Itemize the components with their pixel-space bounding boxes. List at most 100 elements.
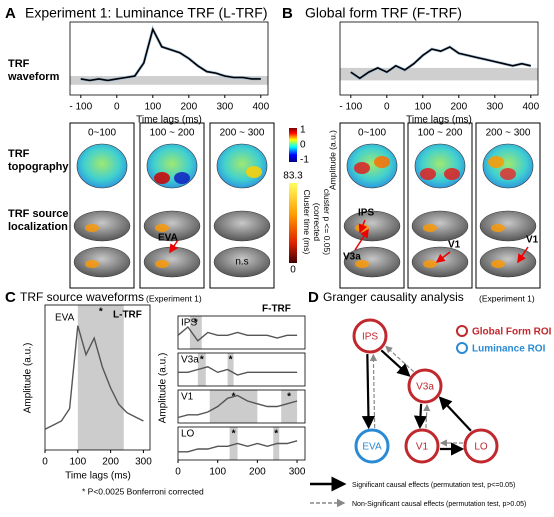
label: (Experiment 1) xyxy=(146,293,202,303)
label: - 100 xyxy=(69,102,92,113)
scalp-blob xyxy=(420,168,436,180)
label: V1 xyxy=(416,442,429,453)
row-label: TRF topography xyxy=(8,148,69,173)
label: 1 xyxy=(300,125,306,136)
label: V1 xyxy=(448,240,461,251)
activation xyxy=(491,260,505,268)
label: -1 xyxy=(300,155,309,166)
label: 0 xyxy=(384,102,390,113)
panel-box xyxy=(475,122,541,289)
plot-frame xyxy=(177,315,306,350)
waveform xyxy=(177,325,298,342)
label: 0 xyxy=(290,265,296,276)
scalp-map xyxy=(414,143,466,189)
label: 200 xyxy=(180,102,197,113)
causal-edge xyxy=(438,396,472,432)
highlight xyxy=(189,316,202,349)
row-label: TRF source localization xyxy=(8,208,69,233)
label: Cluster time (ms) xyxy=(302,190,312,255)
label: Granger causality analysis xyxy=(323,290,464,304)
label: 300 xyxy=(486,102,503,113)
waveform xyxy=(178,366,298,376)
label: 300 xyxy=(135,457,152,468)
waveform xyxy=(80,27,261,82)
brain xyxy=(143,246,201,278)
label: 0 xyxy=(300,140,306,151)
scalp-blob xyxy=(154,172,170,184)
label: V3a xyxy=(416,382,434,393)
plot-frame xyxy=(177,426,306,461)
causal-edge xyxy=(413,403,428,430)
label: 200 xyxy=(249,467,266,478)
brain xyxy=(411,246,469,278)
brain xyxy=(143,210,201,242)
brain xyxy=(411,210,469,242)
causal-edge xyxy=(380,349,411,377)
scalp-blob xyxy=(444,168,460,180)
label: EVA xyxy=(362,442,382,453)
label: EVA xyxy=(158,233,178,244)
label: 200 xyxy=(450,102,467,113)
legend-swatch xyxy=(456,325,468,337)
highlight xyxy=(197,353,206,386)
waveform xyxy=(44,325,144,430)
waveform xyxy=(177,394,298,419)
label: Time lags (ms) xyxy=(65,471,131,482)
label: cluster p <= 0.05) xyxy=(322,189,332,255)
label: 200 ~ 300 xyxy=(486,128,531,139)
panel-box xyxy=(69,122,135,289)
label: 400 xyxy=(522,102,539,113)
brain xyxy=(73,210,131,242)
label: (corrected xyxy=(312,203,322,242)
highlight xyxy=(77,305,124,450)
highlight xyxy=(227,353,234,386)
plot-frame xyxy=(69,21,269,96)
label: 200 xyxy=(102,457,119,468)
label: Time lags (ms) xyxy=(136,115,202,126)
label: 100 xyxy=(144,102,161,113)
label: 300 xyxy=(216,102,233,113)
scalp-map xyxy=(76,143,128,189)
nonsig-edge xyxy=(369,353,378,428)
label: LO xyxy=(474,442,488,453)
highlight xyxy=(229,427,238,460)
label: L-TRF xyxy=(113,310,142,321)
brain xyxy=(479,210,537,242)
label: V3a xyxy=(343,252,361,263)
label: 0 xyxy=(175,467,181,478)
colorbar xyxy=(289,183,297,263)
scalp-blob xyxy=(488,156,504,168)
label: Non-Significant causal effects (permutat… xyxy=(352,501,526,508)
roi-node xyxy=(352,318,388,354)
scalp-blob xyxy=(174,172,190,184)
panel-box xyxy=(139,122,205,289)
label: 400 xyxy=(252,102,269,113)
arrow xyxy=(517,246,529,264)
arrow xyxy=(354,228,369,251)
label: D xyxy=(308,289,319,306)
label: Amplitude (a.u.) xyxy=(158,353,169,424)
label: n.s xyxy=(235,257,248,268)
activation xyxy=(423,224,437,232)
brain xyxy=(213,210,271,242)
arrow xyxy=(169,239,179,254)
activation xyxy=(85,224,99,232)
causal-edge xyxy=(361,354,376,430)
brain xyxy=(213,246,271,278)
error-ribbon xyxy=(80,25,261,82)
label: Significant causal effects (permutation … xyxy=(352,482,515,489)
label: 0~100 xyxy=(88,128,117,139)
label: 0 xyxy=(42,457,48,468)
label: 0 xyxy=(114,102,120,113)
scalp-blob xyxy=(354,162,370,174)
brain xyxy=(73,246,131,278)
label: 100 ~ 200 xyxy=(418,128,463,139)
scalp-blob xyxy=(374,156,390,168)
legend-swatch xyxy=(456,342,468,354)
roi-node xyxy=(463,428,499,464)
label: Amplitude (a.u.) xyxy=(327,130,337,190)
label: V1 xyxy=(181,392,194,403)
label: B xyxy=(282,5,293,22)
